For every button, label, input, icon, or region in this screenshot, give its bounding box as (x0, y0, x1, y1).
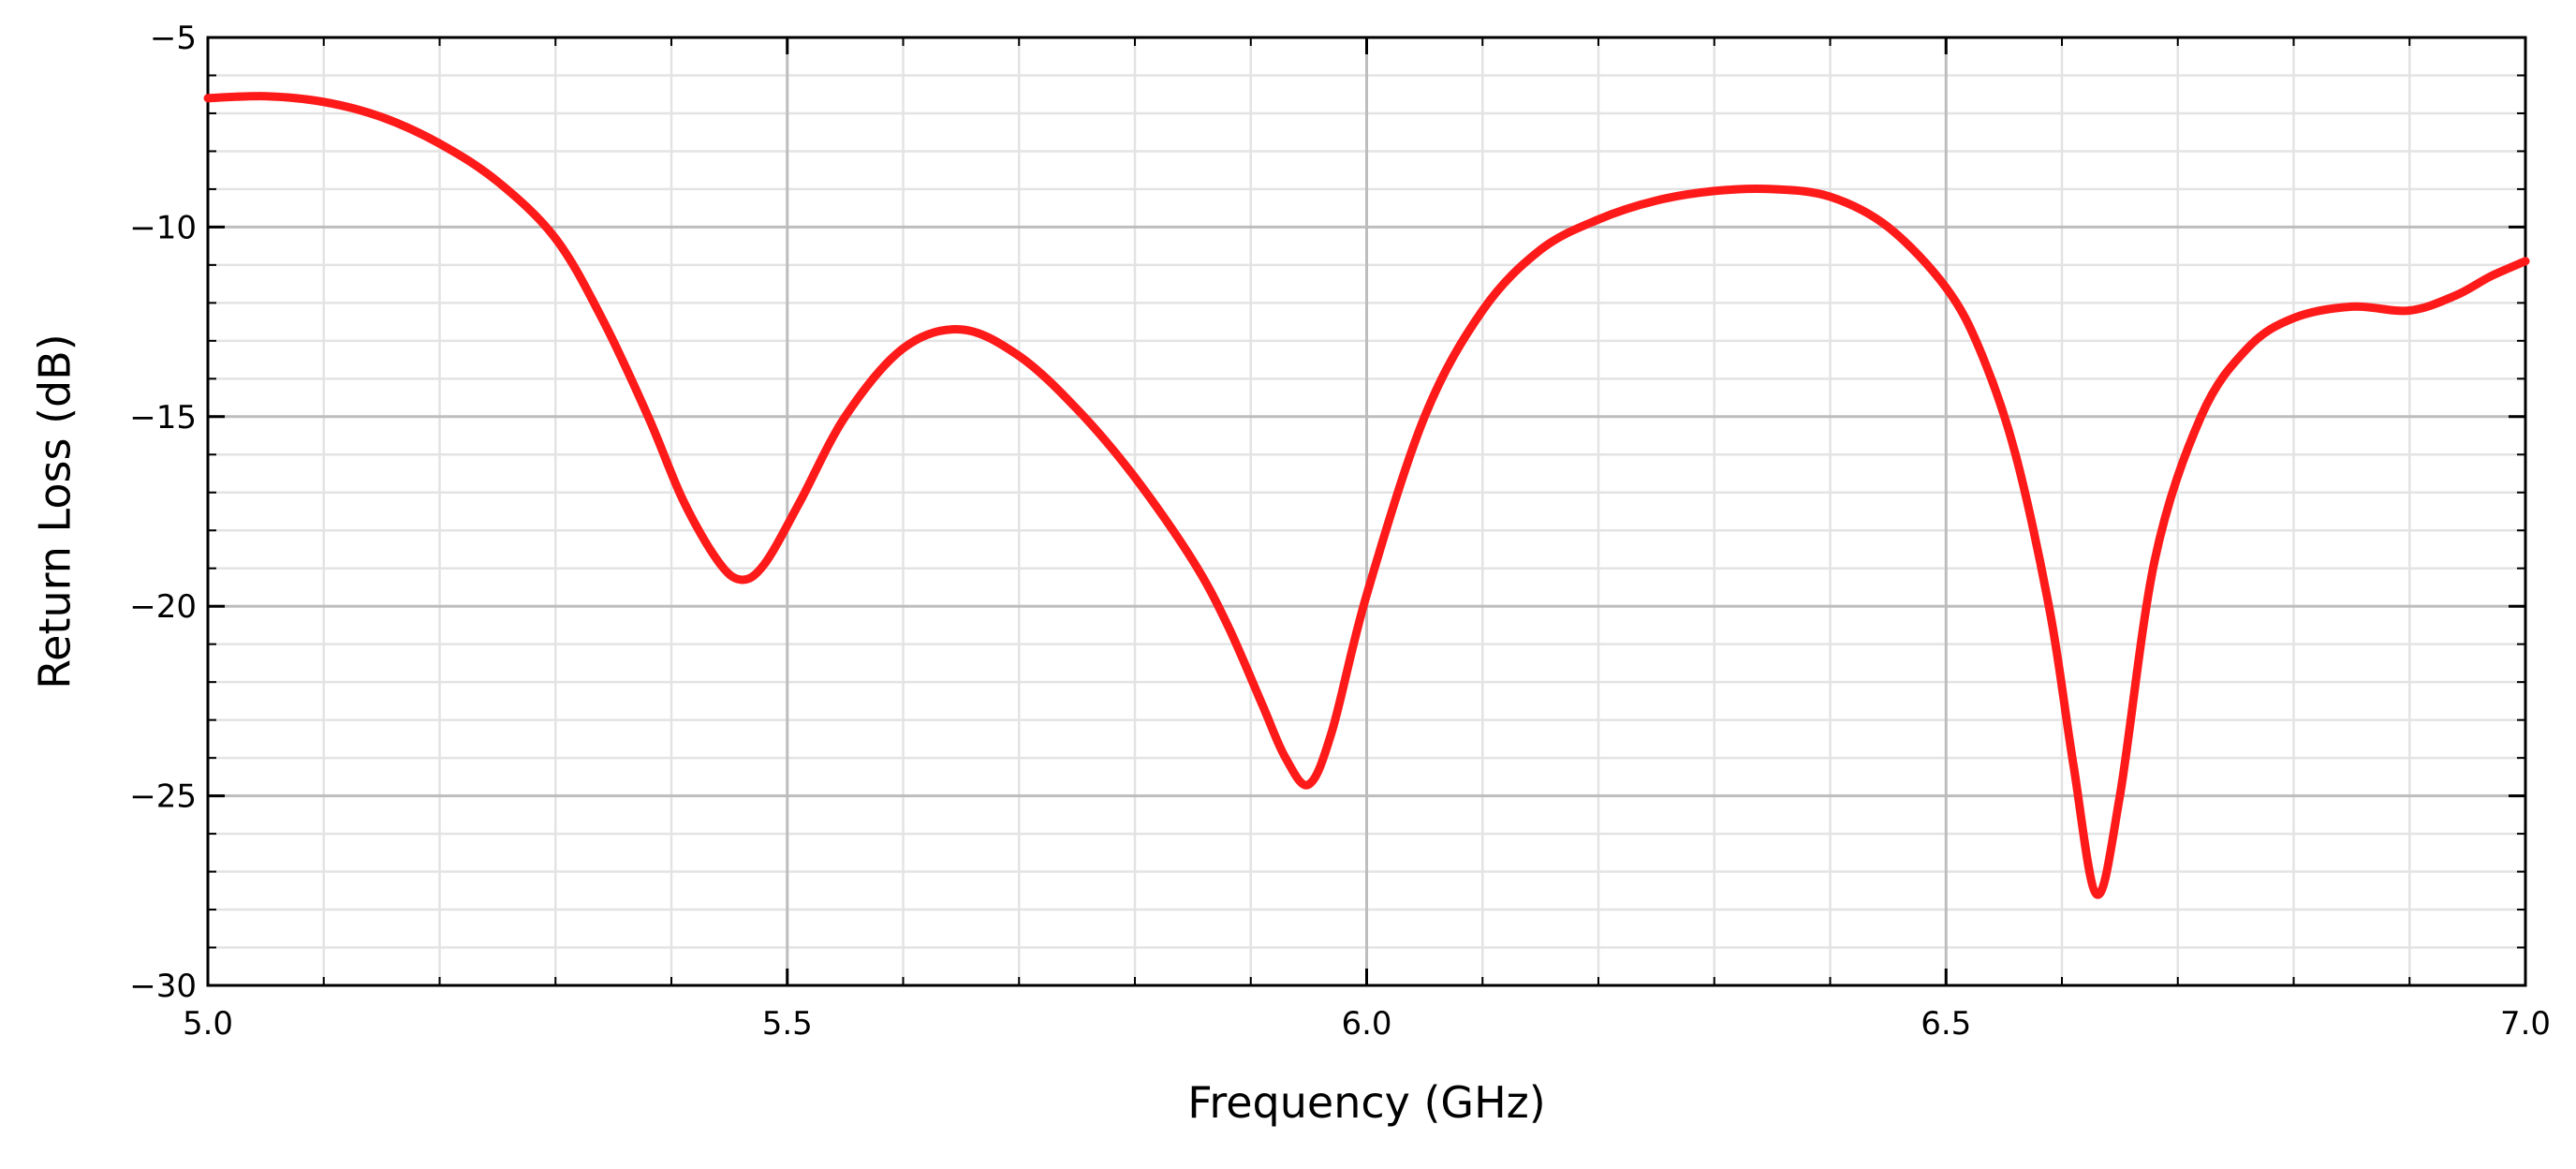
major-grid (208, 37, 2525, 985)
minor-ticks (208, 37, 2525, 985)
y-tick-label: −10 (129, 209, 197, 246)
x-tick-label: 6.5 (1921, 1005, 1971, 1043)
major-ticks (206, 36, 2527, 987)
x-axis-title: Frequency (GHz) (1187, 1077, 1546, 1128)
x-tick-label: 7.0 (2500, 1005, 2551, 1043)
y-tick-label: −5 (150, 20, 197, 57)
y-tick-label: −25 (129, 778, 197, 816)
x-tick-label: 6.0 (1341, 1005, 1391, 1043)
y-axis-title: Return Loss (dB) (30, 333, 81, 688)
return-loss-line (203, 92, 2530, 899)
x-tick-label: 5.0 (183, 1005, 233, 1043)
y-tick-labels: −5 −10 −15 −20 −25 −30 (129, 20, 197, 1005)
series-layer (203, 92, 2530, 899)
y-tick-label: −20 (129, 588, 197, 626)
y-tick-label: −30 (129, 968, 197, 1005)
y-tick-label: −15 (129, 399, 197, 437)
x-tick-labels: 5.0 5.5 6.0 6.5 7.0 (183, 1005, 2551, 1043)
x-tick-label: 5.5 (762, 1005, 813, 1043)
